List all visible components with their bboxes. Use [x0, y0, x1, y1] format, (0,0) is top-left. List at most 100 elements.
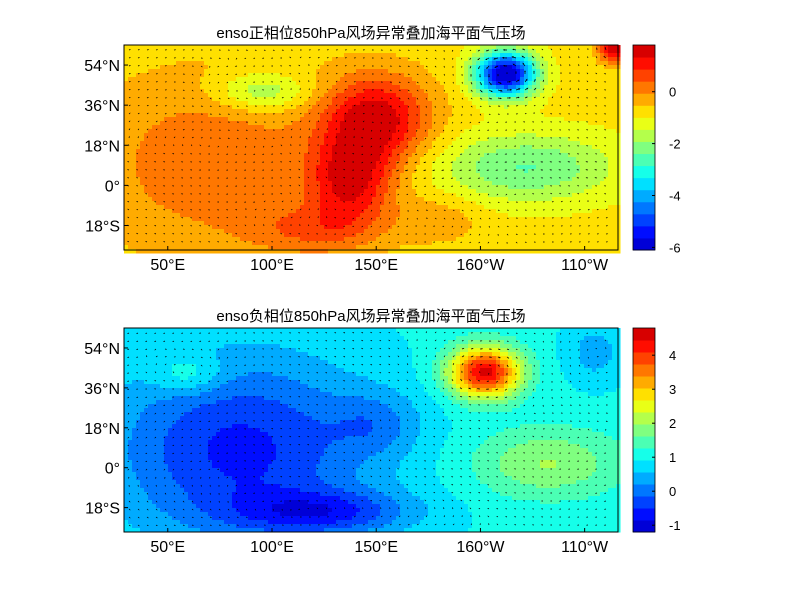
contour-cell: [324, 137, 329, 142]
contour-cell: [176, 149, 181, 154]
contour-cell: [536, 181, 541, 186]
contour-cell: [340, 137, 345, 142]
contour-cell: [180, 97, 185, 102]
contour-cell: [500, 137, 505, 142]
contour-cell: [276, 137, 281, 142]
contour-cell: [416, 185, 421, 190]
contour-cell: [308, 157, 313, 162]
contour-cell: [292, 145, 297, 150]
contour-cell: [336, 45, 341, 50]
contour-cell: [160, 177, 165, 182]
contour-cell: [208, 121, 213, 126]
contour-cell: [292, 177, 297, 182]
contour-cell: [160, 93, 165, 98]
contour-cell: [204, 77, 209, 82]
contour-cell: [524, 109, 529, 114]
contour-cell: [556, 153, 561, 158]
contour-cell: [312, 193, 317, 198]
contour-cell: [332, 101, 337, 106]
contour-cell: [236, 73, 241, 78]
contour-cell: [580, 189, 585, 194]
contour-cell: [164, 89, 169, 94]
contour-cell: [240, 197, 245, 202]
contour-cell: [488, 177, 493, 182]
contour-cell: [464, 117, 469, 122]
contour-cell: [228, 129, 233, 134]
contour-cell: [176, 193, 181, 198]
contour-cell: [144, 85, 149, 90]
contour-cell: [240, 141, 245, 146]
contour-cell: [532, 109, 537, 114]
contour-cell: [224, 117, 229, 122]
contour-cell: [324, 109, 329, 114]
contour-cell: [544, 193, 549, 198]
contour-cell: [604, 105, 609, 110]
contour-cell: [148, 177, 153, 182]
contour-cell: [152, 173, 157, 178]
contour-cell: [288, 49, 293, 54]
contour-cell: [384, 149, 389, 154]
contour-cell: [432, 101, 437, 106]
contour-cell: [468, 201, 473, 206]
contour-cell: [188, 157, 193, 162]
contour-cell: [472, 161, 477, 166]
contour-cell: [300, 121, 305, 126]
contour-cell: [196, 69, 201, 74]
contour-cell: [268, 137, 273, 142]
contour-cell: [148, 49, 153, 54]
contour-cell: [376, 137, 381, 142]
contour-cell: [368, 49, 373, 54]
contour-cell: [572, 137, 577, 142]
contour-cell: [228, 173, 233, 178]
contour-cell: [464, 157, 469, 162]
contour-cell: [224, 77, 229, 82]
contour-cell: [188, 169, 193, 174]
contour-cell: [504, 65, 509, 70]
contour-cell: [172, 65, 177, 70]
contour-cell: [484, 49, 489, 54]
contour-cell: [420, 137, 425, 142]
contour-cell: [144, 133, 149, 138]
contour-cell: [336, 169, 341, 174]
contour-cell: [356, 189, 361, 194]
contour-cell: [212, 89, 217, 94]
contour-cell: [124, 77, 129, 82]
contour-cell: [320, 201, 325, 206]
contour-cell: [184, 113, 189, 118]
contour-cell: [500, 97, 505, 102]
contour-cell: [548, 53, 553, 58]
contour-cell: [504, 161, 509, 166]
contour-cell: [396, 149, 401, 154]
contour-cell: [572, 57, 577, 62]
contour-cell: [476, 165, 481, 170]
contour-cell: [272, 201, 277, 206]
contour-cell: [564, 165, 569, 170]
contour-cell: [132, 145, 137, 150]
contour-cell: [336, 53, 341, 58]
contour-cell: [204, 141, 209, 146]
contour-cell: [516, 93, 521, 98]
contour-cell: [516, 117, 521, 122]
contour-cell: [432, 93, 437, 98]
contour-cell: [324, 85, 329, 90]
contour-cell: [556, 125, 561, 130]
contour-cell: [600, 93, 605, 98]
contour-cell: [612, 125, 617, 130]
contour-cell: [324, 57, 329, 62]
contour-cell: [444, 197, 449, 202]
contour-cell: [252, 81, 257, 86]
contour-cell: [180, 113, 185, 118]
contour-cell: [208, 145, 213, 150]
contour-cell: [464, 105, 469, 110]
contour-cell: [188, 97, 193, 102]
contour-cell: [308, 197, 313, 202]
contour-cell: [180, 133, 185, 138]
contour-cell: [588, 85, 593, 90]
contour-cell: [488, 141, 493, 146]
contour-cell: [208, 189, 213, 194]
contour-cell: [436, 141, 441, 146]
contour-cell: [552, 193, 557, 198]
contour-cell: [128, 201, 133, 206]
contour-cell: [240, 153, 245, 158]
contour-cell: [608, 49, 613, 54]
